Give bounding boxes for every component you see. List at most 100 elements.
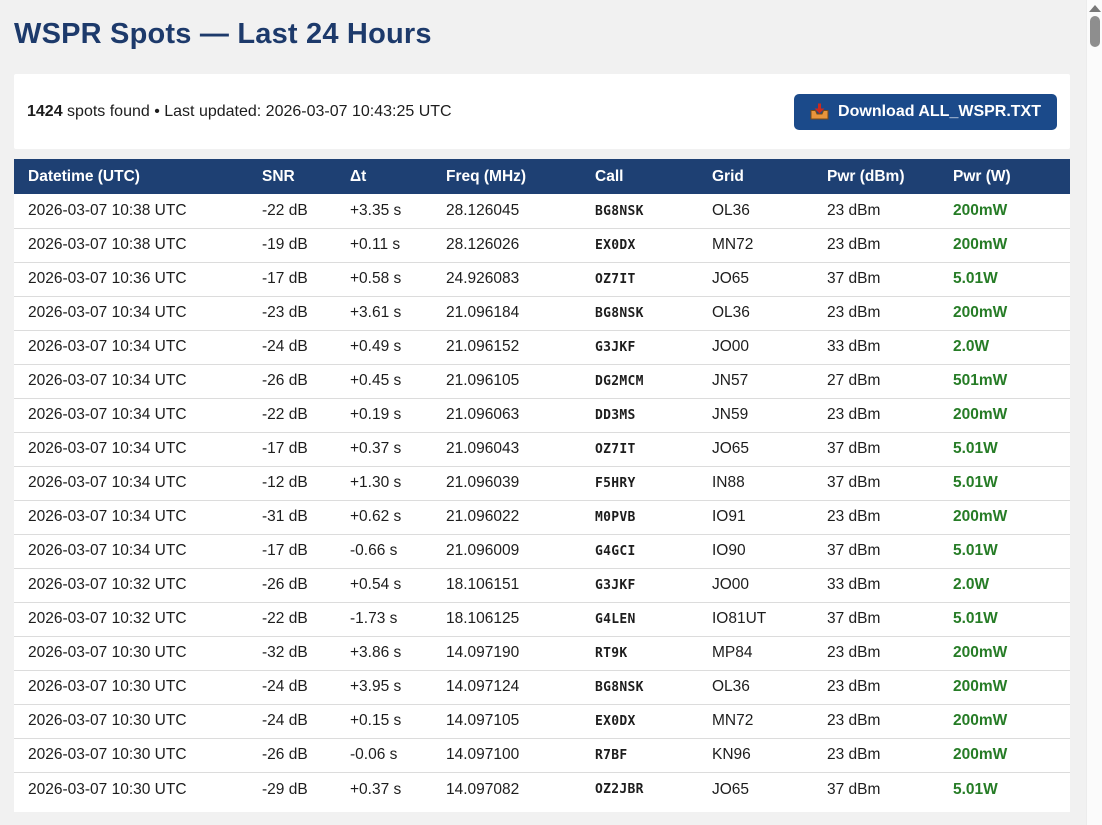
cell-grid: MP84 bbox=[698, 635, 813, 671]
col-header-snr: SNR bbox=[248, 159, 336, 195]
cell-pwr_w: 200mW bbox=[939, 295, 1070, 331]
cell-freq: 21.096063 bbox=[432, 397, 581, 433]
cell-call: G3JKF bbox=[581, 329, 698, 365]
cell-datetime: 2026-03-07 10:38 UTC bbox=[14, 194, 248, 229]
cell-dt: +0.45 s bbox=[336, 363, 432, 399]
cell-snr: -19 dB bbox=[248, 227, 336, 263]
cell-pwr_dbm: 23 dBm bbox=[813, 295, 939, 331]
cell-call: RT9K bbox=[581, 635, 698, 671]
cell-dt: +0.11 s bbox=[336, 227, 432, 263]
cell-snr: -26 dB bbox=[248, 567, 336, 603]
cell-grid: IN88 bbox=[698, 465, 813, 501]
cell-freq: 21.096043 bbox=[432, 431, 581, 467]
scroll-up-arrow-icon[interactable] bbox=[1089, 5, 1101, 12]
cell-pwr_dbm: 23 dBm bbox=[813, 499, 939, 535]
cell-dt: +0.62 s bbox=[336, 499, 432, 535]
cell-pwr_w: 200mW bbox=[939, 669, 1070, 705]
table-row: 2026-03-07 10:34 UTC -24 dB +0.49 s 21.0961… bbox=[14, 329, 1070, 365]
cell-dt: +0.37 s bbox=[336, 431, 432, 467]
cell-pwr_dbm: 23 dBm bbox=[813, 635, 939, 671]
cell-dt: +3.86 s bbox=[336, 635, 432, 671]
table-row: 2026-03-07 10:34 UTC -17 dB +0.37 s 21.0960… bbox=[14, 431, 1070, 467]
cell-freq: 18.106151 bbox=[432, 567, 581, 603]
cell-datetime: 2026-03-07 10:30 UTC bbox=[14, 669, 248, 705]
cell-snr: -24 dB bbox=[248, 329, 336, 365]
cell-call: BG8NSK bbox=[581, 669, 698, 705]
cell-grid: JO65 bbox=[698, 771, 813, 807]
cell-grid: JO65 bbox=[698, 431, 813, 467]
cell-pwr_w: 2.0W bbox=[939, 567, 1070, 603]
cell-grid: OL36 bbox=[698, 194, 813, 229]
cell-pwr_w: 5.01W bbox=[939, 771, 1070, 807]
cell-grid: JO65 bbox=[698, 261, 813, 297]
cell-dt: +1.30 s bbox=[336, 465, 432, 501]
table-row: 2026-03-07 10:34 UTC -26 dB +0.45 s 21.0961… bbox=[14, 363, 1070, 399]
cell-snr: -26 dB bbox=[248, 363, 336, 399]
cell-pwr_dbm: 37 dBm bbox=[813, 601, 939, 637]
scroll-thumb[interactable] bbox=[1090, 16, 1100, 47]
cell-snr: -17 dB bbox=[248, 533, 336, 569]
header-row: Datetime (UTC) SNR Δt Freq (MHz) Call Grid Pwr… bbox=[14, 159, 1070, 195]
spots-table-card: Datetime (UTC) SNR Δt Freq (MHz) Call Grid Pwr… bbox=[14, 159, 1070, 813]
cell-grid: MN72 bbox=[698, 227, 813, 263]
cell-datetime: 2026-03-07 10:34 UTC bbox=[14, 363, 248, 399]
cell-freq: 28.126026 bbox=[432, 227, 581, 263]
table-row: 2026-03-07 10:34 UTC -23 dB +3.61 s 21.0961… bbox=[14, 295, 1070, 331]
cell-dt: -0.66 s bbox=[336, 533, 432, 569]
table-row: 2026-03-07 10:30 UTC -26 dB -0.06 s 14.0971… bbox=[14, 737, 1070, 773]
cell-datetime: 2026-03-07 10:34 UTC bbox=[14, 533, 248, 569]
cell-grid: IO91 bbox=[698, 499, 813, 535]
cell-pwr_w: 5.01W bbox=[939, 465, 1070, 501]
cell-datetime: 2026-03-07 10:34 UTC bbox=[14, 465, 248, 501]
col-header-datetime: Datetime (UTC) bbox=[14, 159, 248, 195]
cell-grid: JN57 bbox=[698, 363, 813, 399]
cell-pwr_dbm: 37 dBm bbox=[813, 771, 939, 807]
cell-call: EX0DX bbox=[581, 227, 698, 263]
cell-grid: JN59 bbox=[698, 397, 813, 433]
cell-dt: -1.73 s bbox=[336, 601, 432, 637]
cell-pwr_w: 200mW bbox=[939, 737, 1070, 773]
cell-snr: -22 dB bbox=[248, 601, 336, 637]
cell-call: OZ7IT bbox=[581, 261, 698, 297]
cell-grid: MN72 bbox=[698, 703, 813, 739]
cell-datetime: 2026-03-07 10:30 UTC bbox=[14, 703, 248, 739]
cell-freq: 21.096039 bbox=[432, 465, 581, 501]
table-row: 2026-03-07 10:30 UTC -32 dB +3.86 s 14.0971… bbox=[14, 635, 1070, 671]
cell-pwr_dbm: 23 dBm bbox=[813, 703, 939, 739]
cell-call: BG8NSK bbox=[581, 194, 698, 229]
table-row: 2026-03-07 10:34 UTC -12 dB +1.30 s 21.0960… bbox=[14, 465, 1070, 501]
cell-freq: 14.097105 bbox=[432, 703, 581, 739]
cell-freq: 14.097124 bbox=[432, 669, 581, 705]
status-bar: 1424 spots found • Last updated: 2026-03… bbox=[14, 74, 1070, 150]
scrollbar[interactable] bbox=[1086, 0, 1102, 825]
col-header-pwr_w: Pwr (W) bbox=[939, 159, 1070, 195]
table-row: 2026-03-07 10:38 UTC -22 dB +3.35 s 28.1260… bbox=[14, 194, 1070, 229]
table-row: 2026-03-07 10:36 UTC -17 dB +0.58 s 24.9260… bbox=[14, 261, 1070, 297]
cell-pwr_dbm: 23 dBm bbox=[813, 227, 939, 263]
cell-snr: -17 dB bbox=[248, 431, 336, 467]
main-content: WSPR Spots — Last 24 Hours 1424 spots fo… bbox=[14, 0, 1070, 813]
cell-pwr_w: 5.01W bbox=[939, 601, 1070, 637]
cell-datetime: 2026-03-07 10:38 UTC bbox=[14, 227, 248, 263]
cell-call: DD3MS bbox=[581, 397, 698, 433]
table-row: 2026-03-07 10:32 UTC -22 dB -1.73 s 18.1061… bbox=[14, 601, 1070, 637]
cell-pwr_dbm: 23 dBm bbox=[813, 737, 939, 773]
cell-freq: 24.926083 bbox=[432, 261, 581, 297]
download-button[interactable]: Download ALL_WSPR.TXT bbox=[794, 93, 1057, 130]
cell-datetime: 2026-03-07 10:34 UTC bbox=[14, 295, 248, 331]
cell-pwr_w: 5.01W bbox=[939, 261, 1070, 297]
cell-freq: 28.126045 bbox=[432, 194, 581, 229]
cell-snr: -29 dB bbox=[248, 771, 336, 807]
cell-dt: +0.54 s bbox=[336, 567, 432, 603]
cell-call: M0PVB bbox=[581, 499, 698, 535]
cell-call: EX0DX bbox=[581, 703, 698, 739]
cell-datetime: 2026-03-07 10:34 UTC bbox=[14, 431, 248, 467]
cell-call: OZ7IT bbox=[581, 431, 698, 467]
table-row: 2026-03-07 10:30 UTC -24 dB +3.95 s 14.0971… bbox=[14, 669, 1070, 705]
cell-freq: 21.096022 bbox=[432, 499, 581, 535]
cell-snr: -32 dB bbox=[248, 635, 336, 671]
cell-dt: -0.06 s bbox=[336, 737, 432, 773]
cell-datetime: 2026-03-07 10:32 UTC bbox=[14, 601, 248, 637]
table-row: 2026-03-07 10:34 UTC -22 dB +0.19 s 21.0960… bbox=[14, 397, 1070, 433]
table-row: 2026-03-07 10:34 UTC -17 dB -0.66 s 21.0960… bbox=[14, 533, 1070, 569]
